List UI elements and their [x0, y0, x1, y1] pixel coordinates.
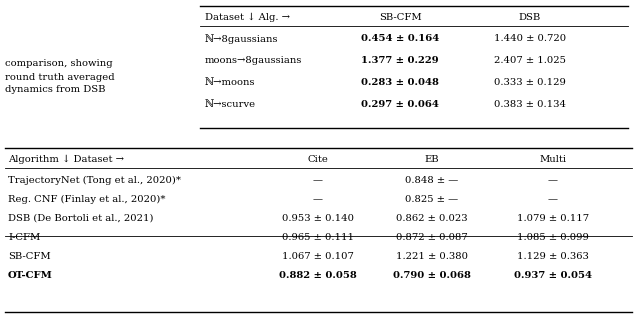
Text: 0.862 ± 0.023: 0.862 ± 0.023 — [396, 214, 468, 223]
Text: —: — — [313, 176, 323, 185]
Text: Algorithm ↓ Dataset →: Algorithm ↓ Dataset → — [8, 155, 124, 164]
Text: 0.283 ± 0.048: 0.283 ± 0.048 — [361, 78, 439, 87]
Text: 0.882 ± 0.058: 0.882 ± 0.058 — [279, 271, 357, 280]
Text: comparison, showing: comparison, showing — [5, 60, 113, 68]
Text: Reg. CNF (Finlay et al., 2020)*: Reg. CNF (Finlay et al., 2020)* — [8, 195, 166, 204]
Text: 0.848 ± —: 0.848 ± — — [405, 176, 459, 185]
Text: round truth averaged: round truth averaged — [5, 73, 115, 82]
Text: —: — — [548, 195, 558, 204]
Text: dynamics from DSB: dynamics from DSB — [5, 85, 106, 94]
Text: 0.383 ± 0.134: 0.383 ± 0.134 — [494, 100, 566, 109]
Text: 0.965 ± 0.111: 0.965 ± 0.111 — [282, 233, 354, 242]
Text: 0.454 ± 0.164: 0.454 ± 0.164 — [361, 34, 439, 43]
Text: ℕ→moons: ℕ→moons — [205, 78, 255, 87]
Text: 0.333 ± 0.129: 0.333 ± 0.129 — [494, 78, 566, 87]
Text: 1.440 ± 0.720: 1.440 ± 0.720 — [494, 34, 566, 43]
Text: ℕ→8gaussians: ℕ→8gaussians — [205, 34, 278, 44]
Text: 0.937 ± 0.054: 0.937 ± 0.054 — [514, 271, 592, 280]
Text: EB: EB — [425, 155, 439, 164]
Text: —: — — [313, 195, 323, 204]
Text: 0.790 ± 0.068: 0.790 ± 0.068 — [393, 271, 471, 280]
Text: Multi: Multi — [540, 155, 566, 164]
Text: 2.407 ± 1.025: 2.407 ± 1.025 — [494, 56, 566, 65]
Text: DSB (De Bortoli et al., 2021): DSB (De Bortoli et al., 2021) — [8, 214, 154, 223]
Text: 1.085 ± 0.099: 1.085 ± 0.099 — [517, 233, 589, 242]
Text: 0.825 ± —: 0.825 ± — — [405, 195, 459, 204]
Text: —: — — [548, 176, 558, 185]
Text: I-CFM: I-CFM — [8, 233, 40, 242]
Text: 1.067 ± 0.107: 1.067 ± 0.107 — [282, 252, 354, 261]
Text: 1.079 ± 0.117: 1.079 ± 0.117 — [517, 214, 589, 223]
Text: SB-CFM: SB-CFM — [8, 252, 51, 261]
Text: Dataset ↓ Alg. →: Dataset ↓ Alg. → — [205, 13, 290, 22]
Text: TrajectoryNet (Tong et al., 2020)*: TrajectoryNet (Tong et al., 2020)* — [8, 176, 181, 185]
Text: 1.129 ± 0.363: 1.129 ± 0.363 — [517, 252, 589, 261]
Text: 0.297 ± 0.064: 0.297 ± 0.064 — [361, 100, 439, 109]
Text: 1.377 ± 0.229: 1.377 ± 0.229 — [361, 56, 439, 65]
Text: Cite: Cite — [308, 155, 328, 164]
Text: 1.221 ± 0.380: 1.221 ± 0.380 — [396, 252, 468, 261]
Text: DSB: DSB — [519, 13, 541, 22]
Text: 0.872 ± 0.087: 0.872 ± 0.087 — [396, 233, 468, 242]
Text: ℕ→scurve: ℕ→scurve — [205, 100, 256, 109]
Text: OT-CFM: OT-CFM — [8, 271, 52, 280]
Text: 0.953 ± 0.140: 0.953 ± 0.140 — [282, 214, 354, 223]
Text: SB-CFM: SB-CFM — [379, 13, 421, 22]
Text: moons→8gaussians: moons→8gaussians — [205, 56, 302, 65]
